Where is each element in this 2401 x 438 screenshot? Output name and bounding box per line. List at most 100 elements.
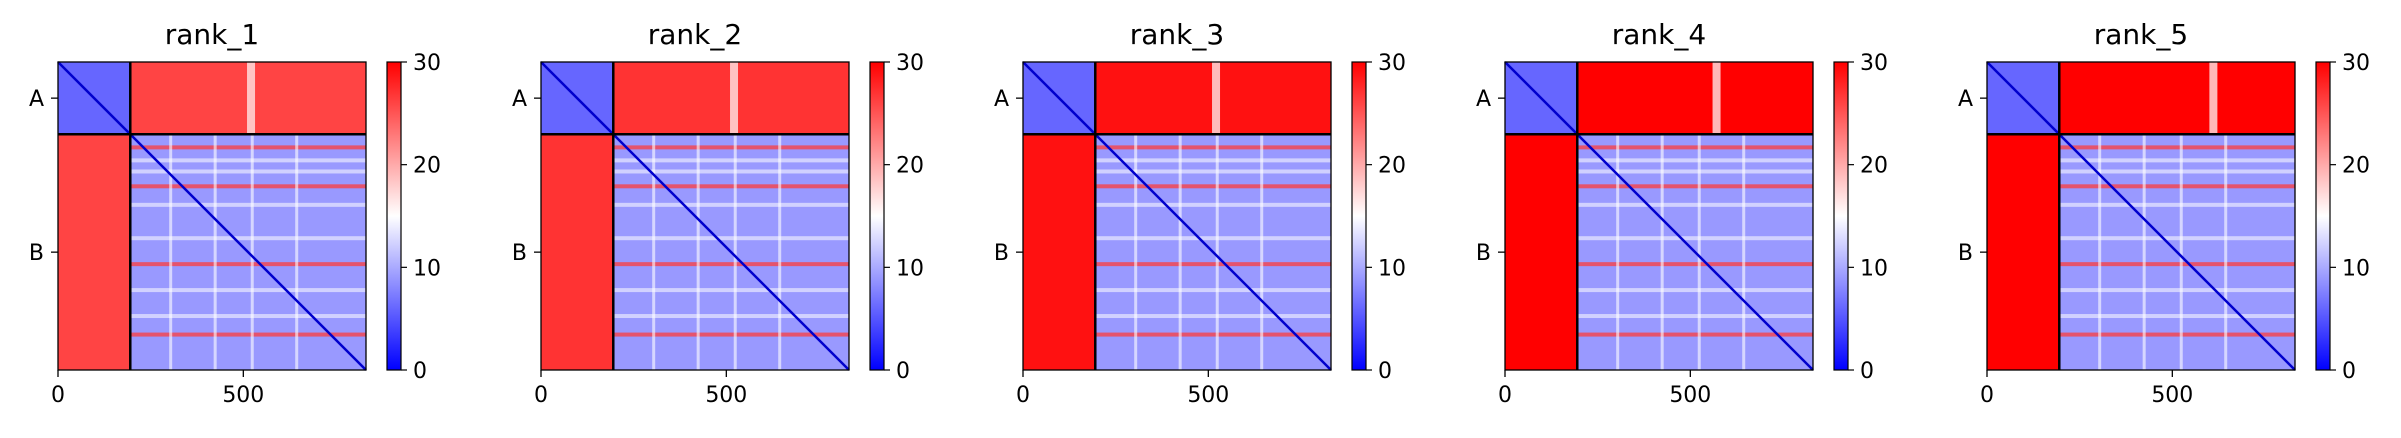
bb-stripe-row xyxy=(613,332,849,337)
bb-stripe-row xyxy=(2059,202,2295,207)
bb-stripe-col xyxy=(2179,134,2183,370)
chain-label-b: B xyxy=(994,241,1009,266)
block-b-a xyxy=(58,134,131,370)
bb-stripe-row xyxy=(1095,314,1331,319)
bb-stripe-row xyxy=(130,332,366,337)
colorbar-tick-label: 20 xyxy=(413,154,441,179)
bb-stripe-col xyxy=(295,134,299,370)
bb-stripe-row xyxy=(1095,184,1331,189)
colorbar-tick-label: 10 xyxy=(413,256,441,281)
colorbar-tick-label: 20 xyxy=(1860,154,1888,179)
bb-stripe-row xyxy=(613,145,849,150)
colorbar-tick-label: 30 xyxy=(1860,51,1888,76)
bb-stripe-row xyxy=(2059,158,2295,163)
bb-stripe-col xyxy=(1215,134,1219,370)
bb-stripe-row xyxy=(613,288,849,293)
bb-stripe-row xyxy=(1095,169,1331,174)
x-tick-label: 0 xyxy=(1498,383,1512,408)
bb-stripe-col xyxy=(1660,134,1664,370)
bb-stripe-col xyxy=(778,134,782,370)
panel-title: rank_3 xyxy=(1130,18,1224,51)
bb-stripe-row xyxy=(1095,158,1331,163)
bb-stripe-col xyxy=(1616,134,1620,370)
bb-stripe-col xyxy=(733,134,737,370)
heatmap-frame xyxy=(1986,61,2296,371)
bb-stripe-row xyxy=(613,202,849,207)
block-a-b xyxy=(2059,62,2295,135)
diagonal-line xyxy=(57,61,367,371)
bb-stripe-row xyxy=(130,262,366,267)
panel-title: rank_4 xyxy=(1612,18,1706,51)
diagonal-line xyxy=(1504,61,1814,371)
bb-stripe-row xyxy=(1577,145,1813,150)
panel-title: rank_1 xyxy=(165,18,259,51)
bb-stripe-row xyxy=(130,314,366,319)
colorbar-tick-label: 20 xyxy=(1378,154,1406,179)
bb-stripe-col xyxy=(169,134,173,370)
bb-stripe-row xyxy=(1577,202,1813,207)
x-tick-label: 500 xyxy=(222,383,264,408)
bb-stripe-col xyxy=(696,134,700,370)
diagonal-line xyxy=(1022,61,1332,371)
panel-rank_1: rank_1 A B 0 500 0 10 20 30 xyxy=(29,18,441,408)
colorbar xyxy=(2315,61,2331,371)
colorbar-tick-label: 30 xyxy=(1378,51,1406,76)
bb-stripe-col xyxy=(1742,134,1746,370)
colorbar-tick-label: 0 xyxy=(1378,359,1392,384)
ab-stripe xyxy=(730,62,739,135)
bb-stripe-col xyxy=(1178,134,1182,370)
panel-rank_2: rank_2 A B 0 500 0 10 20 30 xyxy=(512,18,924,408)
colorbar-tick-label: 10 xyxy=(896,256,924,281)
bb-stripe-row xyxy=(613,169,849,174)
bb-stripe-row xyxy=(2059,169,2295,174)
bb-stripe-row xyxy=(130,169,366,174)
bb-stripe-row xyxy=(2059,314,2295,319)
bb-stripe-row xyxy=(1577,332,1813,337)
x-tick-label: 0 xyxy=(534,383,548,408)
bb-stripe-col xyxy=(213,134,217,370)
block-b-a xyxy=(1505,134,1578,370)
bb-stripe-col xyxy=(1134,134,1138,370)
bb-stripe-row xyxy=(1095,288,1331,293)
colorbar-tick-label: 0 xyxy=(2342,359,2356,384)
bb-stripe-row xyxy=(2059,145,2295,150)
ab-stripe xyxy=(247,62,256,135)
bb-stripe-row xyxy=(1095,202,1331,207)
bb-stripe-col xyxy=(2224,134,2228,370)
colorbar-tick-label: 10 xyxy=(1378,256,1406,281)
bb-stripe-row xyxy=(1577,236,1813,241)
bb-stripe-row xyxy=(1577,288,1813,293)
panel-rank_3: rank_3 A B 0 500 0 10 20 30 xyxy=(994,18,1406,408)
ab-stripe xyxy=(1712,62,1721,135)
bb-stripe-row xyxy=(1577,169,1813,174)
bb-stripe-col xyxy=(2098,134,2102,370)
x-tick-label: 500 xyxy=(705,383,747,408)
chain-label-a: A xyxy=(994,87,1009,112)
diagonal-line xyxy=(1986,61,2296,371)
colorbar-tick-label: 30 xyxy=(896,51,924,76)
chain-label-b: B xyxy=(29,241,44,266)
panel-title: rank_5 xyxy=(2094,18,2188,51)
bb-stripe-row xyxy=(130,236,366,241)
bb-stripe-row xyxy=(2059,332,2295,337)
heatmap-frame xyxy=(1022,61,1332,371)
heatmap-frame xyxy=(1504,61,1814,371)
colorbar-tick-label: 10 xyxy=(2342,256,2370,281)
block-b-a xyxy=(541,134,614,370)
x-tick-label: 0 xyxy=(1980,383,1994,408)
colorbar-tick-label: 0 xyxy=(896,359,910,384)
colorbar xyxy=(386,61,402,371)
bb-stripe-row xyxy=(2059,288,2295,293)
bb-stripe-row xyxy=(613,184,849,189)
chain-label-a: A xyxy=(1958,87,1973,112)
bb-stripe-row xyxy=(1095,145,1331,150)
bb-stripe-row xyxy=(613,314,849,319)
chain-label-b: B xyxy=(1476,241,1491,266)
diagonal-line xyxy=(540,61,850,371)
chain-label-a: A xyxy=(1476,87,1491,112)
bb-stripe-row xyxy=(1095,236,1331,241)
bb-stripe-row xyxy=(130,184,366,189)
bb-stripe-row xyxy=(2059,262,2295,267)
heatmap-frame xyxy=(57,61,367,371)
